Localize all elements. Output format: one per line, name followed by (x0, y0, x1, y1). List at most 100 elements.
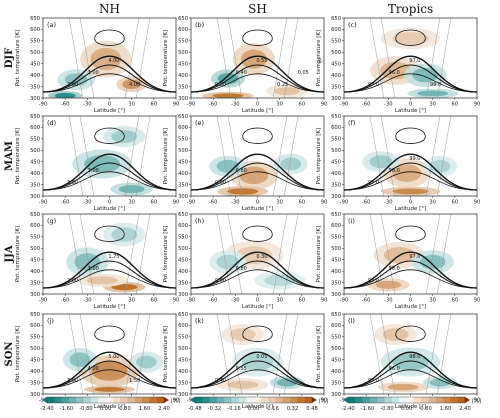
tropopause-contour (191, 360, 324, 389)
x-tick-label: -60 (209, 298, 217, 304)
panel-plot-area: 2.00 3.00 1.75 (43, 214, 176, 294)
x-tick-label: 30 (429, 298, 436, 304)
y-tick-label: 400 (30, 73, 40, 79)
y-tick-label: 500 (178, 148, 188, 154)
contour-label: 98.0 (389, 168, 400, 174)
isentrope-contour (68, 116, 84, 196)
colorbar-segment (112, 397, 121, 403)
anomaly-core (387, 383, 419, 391)
contour-label: 0.55 (236, 366, 247, 372)
x-tick-label: 60 (151, 102, 158, 108)
x-tick-label: -60 (209, 102, 217, 108)
x-tick-label: 60 (452, 200, 459, 206)
isentrope-contour (124, 18, 140, 98)
tropopause-contour (344, 162, 477, 191)
colorbar-segment (260, 397, 269, 403)
panel-plot-area: 2.00 3.00 4.00 4.00 (43, 18, 176, 98)
x-tick-label: 90 (173, 398, 180, 404)
colorbar-extend-low (42, 397, 47, 403)
colorbar-tick-label: -2.40 (341, 406, 354, 412)
y-tick-label: 650 (331, 114, 341, 120)
anomaly-core (417, 90, 449, 97)
y-tick-label: 600 (178, 223, 188, 229)
upper-contour (94, 225, 125, 242)
isentrope-contour (425, 314, 441, 394)
y-tick-label: 600 (30, 125, 40, 131)
colorbar-tick-label: -1.60 (60, 406, 73, 412)
x-tick-label: -90 (39, 200, 47, 206)
isentrope-contour (135, 214, 151, 294)
panel-letter: (f) (348, 119, 355, 127)
x-tick-label: 30 (128, 102, 135, 108)
column-title-tropics: Tropics (388, 2, 433, 16)
tropopause-contour (43, 369, 176, 389)
contour-label: 96.0 (389, 366, 400, 372)
colorbar-segment (362, 397, 371, 403)
tropopause-contour (43, 269, 176, 289)
panel-letter: (j) (47, 317, 54, 325)
anomaly-core (241, 353, 274, 371)
y-axis-label: Pot. temperature [K] (316, 326, 322, 382)
panel-plot-area: 0.60 0.80 (191, 116, 324, 196)
x-axis-label: Latitude [°] (94, 304, 125, 310)
anomaly-core (369, 155, 393, 169)
contour-label: 3.00 (67, 180, 78, 186)
y-tick-label: 650 (331, 212, 341, 218)
isentrope-contour (227, 18, 243, 98)
colorbar-segment (216, 397, 225, 403)
panel-letter: (i) (348, 217, 355, 225)
y-axis-label: Pot. temperature [K] (316, 226, 322, 282)
y-tick-label: 300 (30, 194, 40, 200)
panel-plot-area: 3.00 2.00 (43, 116, 176, 196)
x-tick-label: 90 (474, 298, 481, 304)
y-tick-label: 400 (178, 171, 188, 177)
x-tick-label: -60 (362, 200, 370, 206)
y-tick-label: 400 (331, 269, 341, 275)
contour-label: 99.0 (409, 156, 420, 162)
x-tick-label: 30 (429, 200, 436, 206)
x-axis-label: Latitude [°] (395, 206, 426, 212)
anomaly-core (392, 32, 429, 45)
isentrope-contour (272, 214, 288, 294)
contour-label: 0.55 (256, 58, 267, 64)
column-title-sh: SH (248, 2, 267, 16)
colorbar-frame (194, 396, 313, 404)
colorbar-tick-label: -0.32 (208, 406, 221, 412)
colorbar-segment (195, 397, 203, 403)
contour-label: 97.0 (409, 254, 420, 260)
y-tick-label: 650 (331, 312, 341, 318)
y-tick-label: 350 (30, 182, 40, 188)
colorbar-tick-label: -0.80 (79, 406, 92, 412)
y-tick-label: 500 (331, 50, 341, 56)
isentrope-contour (216, 116, 232, 196)
x-tick-label: 0 (108, 200, 111, 206)
anomaly-core (280, 157, 302, 171)
colorbar-extend-low (190, 397, 195, 403)
x-tick-label: -30 (231, 298, 239, 304)
isentrope-contour (369, 18, 385, 98)
y-tick-label: 300 (178, 292, 188, 298)
y-tick-label: 450 (30, 62, 40, 68)
isentrope-contour (135, 116, 151, 196)
colorbar-segment (443, 397, 451, 403)
anomaly-core (392, 188, 429, 195)
isentrope-contour (436, 214, 452, 294)
x-tick-label: 60 (299, 102, 306, 108)
contour-label: 4.00 (129, 82, 140, 88)
tropopause-contour (191, 55, 324, 93)
y-tick-label: 600 (331, 223, 341, 229)
tropopause-contour (344, 153, 477, 191)
x-tick-label: 90 (173, 200, 180, 206)
colorbar-segment (202, 397, 210, 403)
colorbar-segment (253, 397, 262, 403)
y-tick-label: 400 (178, 73, 188, 79)
x-tick-label: 60 (151, 200, 158, 206)
colorbar-segment (369, 397, 378, 403)
colorbar-extend-high (164, 397, 169, 403)
x-axis-label: Latitude [°] (94, 206, 125, 212)
isentrope-contour (216, 314, 232, 394)
contour-label: 0.80 (215, 82, 226, 88)
y-tick-label: 400 (331, 369, 341, 375)
x-tick-label: 0 (409, 200, 412, 206)
y-tick-label: 450 (178, 258, 188, 264)
